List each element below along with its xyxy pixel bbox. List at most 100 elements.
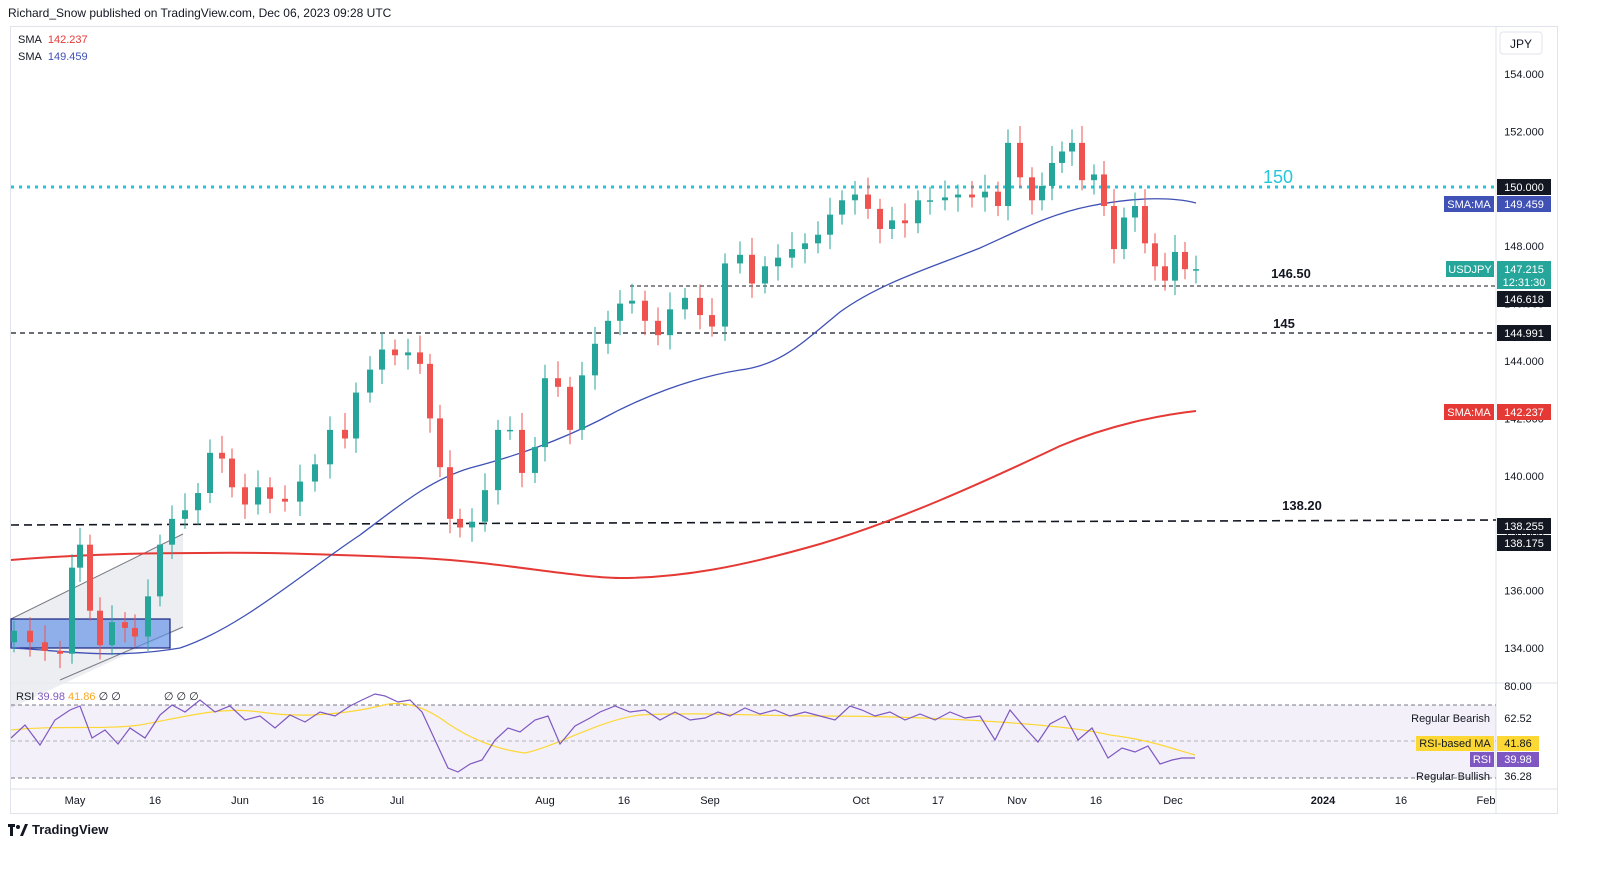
candle-up: [507, 429, 513, 432]
time-tick-label: 16: [1395, 795, 1407, 807]
candle-down: [219, 452, 225, 459]
candle-up: [69, 567, 75, 654]
candle-down: [392, 349, 398, 356]
time-tick-label: Feb: [1477, 795, 1496, 807]
sma-value: 149.459: [47, 51, 88, 63]
candle-down: [567, 386, 573, 430]
candle-up: [667, 309, 673, 336]
label-150-bg: [1497, 179, 1551, 195]
sma-200-line: [10, 410, 1197, 580]
candle-up: [617, 303, 623, 321]
sma-red-val-bg: [1497, 404, 1551, 420]
time-tick-label: 2024: [1311, 795, 1336, 807]
time-tick-label: Oct: [852, 795, 869, 807]
candle-up: [722, 263, 728, 327]
candle-up: [532, 447, 538, 473]
candle-up: [1132, 206, 1138, 218]
candle-up: [1193, 269, 1199, 271]
candle-up: [145, 596, 151, 637]
rsi-3628: 36.28: [1504, 771, 1532, 783]
usdjpy-val: 147.215: [1504, 264, 1544, 276]
candle-down: [655, 320, 661, 336]
regular-bearish-label: Regular Bearish: [1411, 713, 1490, 725]
candle-down: [282, 498, 288, 502]
candle-down: [342, 429, 348, 439]
candle-down: [1142, 206, 1148, 244]
candle-down: [417, 352, 423, 364]
sma-blue-tag: SMA:MA: [1447, 199, 1491, 211]
chart-frame: [10, 26, 1558, 814]
time-tick-label: Nov: [1007, 795, 1027, 807]
time-tick-label: Jul: [390, 795, 404, 807]
candle-up: [312, 464, 318, 482]
candle-up: [1049, 162, 1055, 186]
candle-down: [555, 378, 561, 387]
regular-bullish-label: Regular Bullish: [1416, 771, 1490, 783]
rsi-legend-zeros2: ∅ ∅ ∅: [163, 691, 199, 703]
candle-down: [749, 254, 755, 284]
candle-up: [982, 191, 988, 198]
candle-down: [97, 610, 103, 646]
time-tick-label: 17: [932, 795, 944, 807]
currency-button[interactable]: [1499, 31, 1543, 55]
candle-up: [942, 197, 948, 201]
candle-up: [297, 481, 303, 502]
price-tick-label: 136.000: [1504, 586, 1544, 598]
candle-down: [427, 363, 433, 419]
candle-down: [519, 429, 525, 473]
rsi-val-bg: [1497, 752, 1539, 767]
rsi-legend-ma: 41.86: [68, 691, 96, 703]
rsi-6252: 62.52: [1504, 713, 1532, 725]
candle-up: [182, 510, 188, 519]
candle-up: [1172, 251, 1178, 281]
label-14499: 144.991: [1504, 328, 1544, 340]
price-tick-label: 154.000: [1504, 69, 1544, 81]
candle-up: [852, 194, 858, 201]
time-tick-label: 16: [618, 795, 630, 807]
price-tick-label: 134.000: [1504, 643, 1544, 655]
candle-up: [195, 493, 201, 511]
rsi-tag-bg: [1470, 752, 1494, 767]
sma-50-line: [10, 198, 1197, 655]
candle-down: [267, 487, 273, 499]
candle-up: [762, 266, 768, 284]
sma-value: 142.237: [47, 34, 88, 46]
price-tick-label: 140.000: [1504, 471, 1544, 483]
label-13826: 138.255: [1504, 521, 1544, 533]
candle-up: [367, 369, 373, 393]
price-ticks: 154.000152.000150.000148.000146.000144.0…: [1504, 69, 1544, 655]
sma-legend-50[interactable]: SMA 149.459: [18, 51, 88, 63]
level-13820-line: [10, 519, 1497, 526]
sma-label: SMA: [18, 51, 42, 63]
candle-up: [839, 200, 845, 215]
candle-down: [865, 194, 871, 209]
usdjpy-tag-bg: [1446, 261, 1494, 277]
sma-blue-val-bg: [1497, 196, 1551, 212]
annotation-150: 150: [1263, 167, 1293, 187]
label-14499-bg: [1497, 325, 1551, 341]
candle-up: [1091, 174, 1097, 181]
candle-down: [242, 487, 248, 505]
candle-down: [229, 458, 235, 488]
channel-upper-line: [10, 533, 184, 620]
candle-up: [775, 257, 781, 267]
annotation-14650: 146.50: [1271, 266, 1311, 281]
sma-legend-200[interactable]: SMA 142.237: [18, 34, 88, 46]
candle-down: [642, 300, 648, 321]
rsi-axis-top: 80.00: [1504, 681, 1532, 693]
consolidation-box: [10, 618, 171, 649]
candle-down: [122, 622, 128, 628]
candle-up: [1039, 185, 1045, 201]
candle-up: [157, 544, 163, 597]
price-tick-label: 148.000: [1504, 241, 1544, 253]
candle-up: [605, 320, 611, 344]
annotation-145: 145: [1273, 316, 1295, 331]
candle-up: [327, 429, 333, 465]
candle-down: [1101, 174, 1107, 207]
tradingview-footer[interactable]: TradingView: [8, 822, 108, 837]
rsi-legend[interactable]: RSI 39.98 41.86 ∅ ∅ ∅ ∅ ∅: [16, 690, 199, 703]
label-14662-bg: [1497, 291, 1551, 307]
time-tick-label: Aug: [535, 795, 555, 807]
sma-red-tag-bg: [1444, 404, 1494, 420]
